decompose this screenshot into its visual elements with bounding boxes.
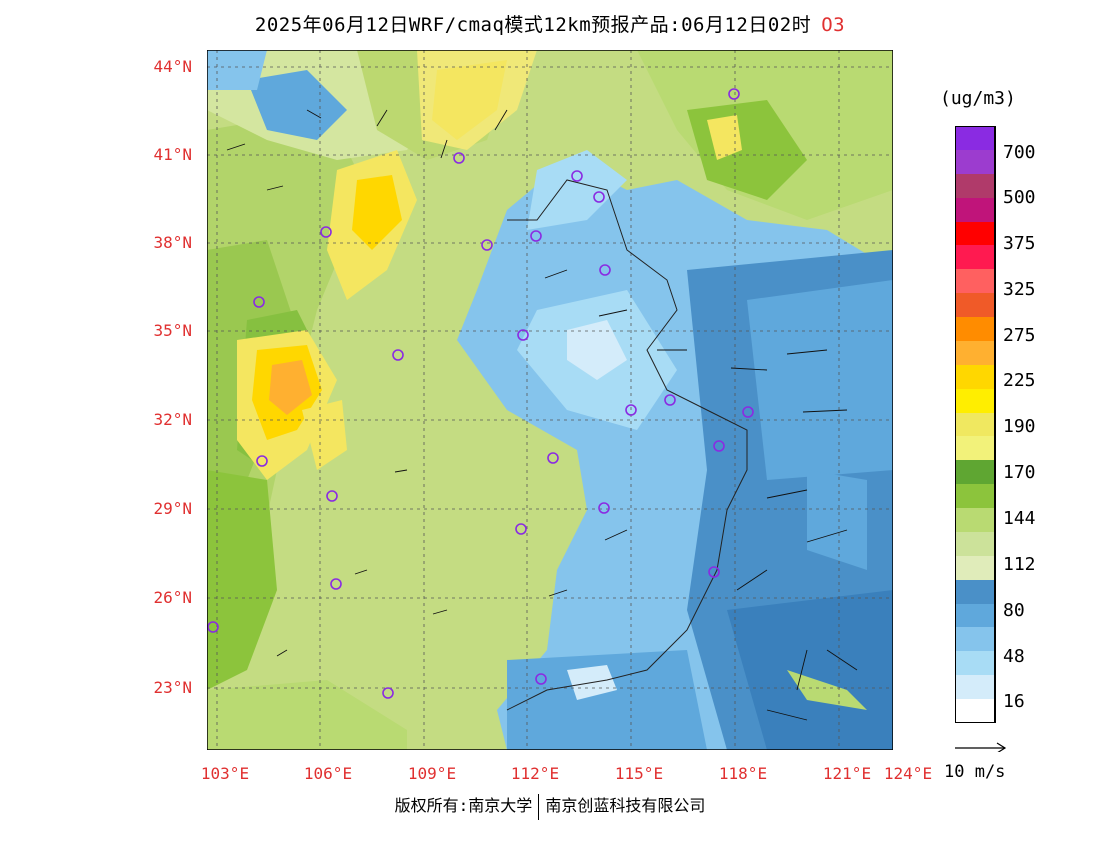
legend-label-48: 48 [1003,646,1025,667]
legend-label-190: 190 [1003,416,1036,437]
legend-label-500: 500 [1003,187,1036,208]
legend-swatch [955,126,995,150]
lat-label-41: 41°N [153,145,192,164]
pollutant-label: O3 [821,14,846,36]
legend-label-144: 144 [1003,508,1036,529]
legend-swatch [955,675,995,699]
lon-label-106: 106°E [303,764,353,783]
legend-swatch [955,699,995,723]
legend-swatch [955,460,995,485]
map-title: 2025年06月12日WRF/cmaq模式12km预报产品:06月12日02时 O… [0,10,1100,37]
legend-swatch [955,245,995,270]
legend-label-375: 375 [1003,233,1036,254]
legend-swatch [955,603,995,628]
lon-label-121: 121°E [822,764,872,783]
lat-label-32: 32°N [153,410,192,429]
lat-label-23: 23°N [153,678,192,697]
legend-label-275: 275 [1003,325,1036,346]
lat-label-26: 26°N [153,588,192,607]
legend-swatch [955,269,995,294]
legend-label-170: 170 [1003,462,1036,483]
legend-label-80: 80 [1003,600,1025,621]
legend-swatch [955,508,995,532]
copyright-right: 南京创蓝科技有限公司 [545,796,706,815]
legend-swatch [955,221,995,246]
lat-label-38: 38°N [153,233,192,252]
legend-unit: (ug/m3) [940,88,1016,109]
legend-label-112: 112 [1003,554,1036,575]
lon-label-124: 124°E [883,764,933,783]
lat-label-44: 44°N [153,57,192,76]
lon-label-118: 118°E [718,764,768,783]
legend-swatch [955,388,995,413]
copyright-left: 版权所有:南京大学 [394,796,533,815]
legend-swatch [955,651,995,676]
legend-label-325: 325 [1003,279,1036,300]
legend-swatch [955,317,995,341]
legend-swatch [955,197,995,222]
lat-label-29: 29°N [153,499,192,518]
wind-reference-arrow-icon [955,742,1007,752]
color-legend [955,126,995,723]
legend-swatch [955,555,995,580]
legend-label-700: 700 [1003,142,1036,163]
legend-swatch [955,412,995,437]
copyright-footer: 版权所有:南京大学 南京创蓝科技有限公司 [0,792,1100,820]
lon-label-112: 112°E [510,764,560,783]
legend-swatch [955,149,995,174]
legend-label-225: 225 [1003,370,1036,391]
legend-swatch [955,531,995,556]
legend-swatch [955,293,995,317]
wind-reference-label: 10 m/s [944,762,1006,782]
lat-label-35: 35°N [153,321,192,340]
forecast-map [207,50,893,750]
legend-swatch [955,173,995,198]
legend-swatch [955,484,995,508]
legend-swatch [955,627,995,652]
lon-label-115: 115°E [614,764,664,783]
legend-swatch [955,364,995,389]
legend-label-16: 16 [1003,691,1025,712]
legend-swatch [955,340,995,365]
lon-label-109: 109°E [407,764,457,783]
lon-label-103: 103°E [200,764,250,783]
title-text: 2025年06月12日WRF/cmaq模式12km预报产品:06月12日02时 [254,14,812,36]
legend-swatch [955,579,995,604]
legend-swatch [955,436,995,461]
